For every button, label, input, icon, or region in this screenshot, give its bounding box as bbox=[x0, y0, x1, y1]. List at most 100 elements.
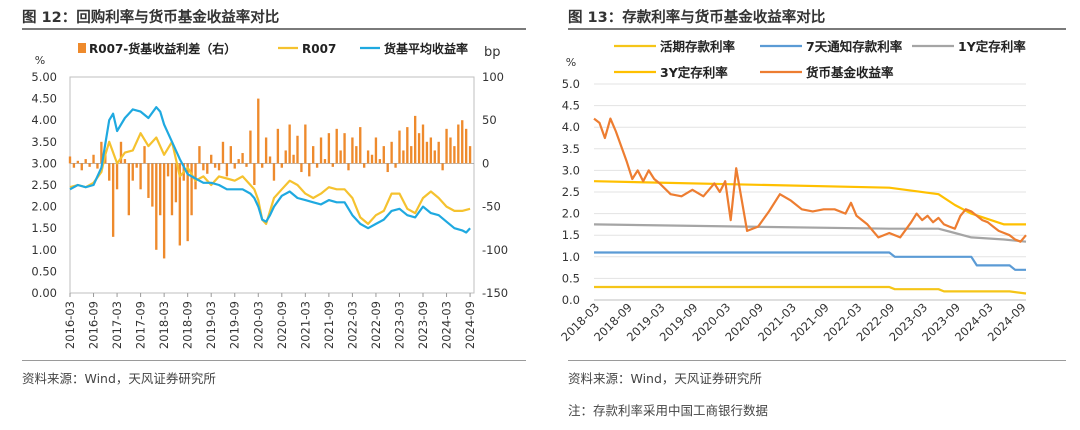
y-tick-label: 3.0 bbox=[562, 163, 580, 177]
y-tick-label: 0.5 bbox=[562, 271, 580, 285]
x-tick-label: 2022-03 bbox=[345, 301, 359, 349]
x-tick-label: 2022-09 bbox=[369, 301, 383, 349]
y-tick-label: 1.5 bbox=[562, 228, 580, 242]
legend-demand-deposit-label: 活期存款利率 bbox=[660, 39, 736, 54]
x-tick-label: 2019-09 bbox=[228, 301, 242, 349]
x-tick-label: 2021-09 bbox=[322, 301, 336, 349]
spread-bar bbox=[453, 146, 456, 164]
spread-bar bbox=[429, 137, 433, 164]
spread-bar bbox=[327, 133, 331, 164]
source-rule bbox=[568, 360, 1066, 361]
spread-bar bbox=[437, 141, 440, 164]
spread-bar bbox=[280, 163, 283, 168]
spread-bar bbox=[406, 127, 409, 164]
left-axis-unit: % bbox=[566, 56, 576, 69]
spread-bar bbox=[88, 163, 91, 167]
spread-bar bbox=[355, 146, 358, 164]
spread-bar bbox=[402, 150, 405, 164]
spread-bar bbox=[343, 133, 346, 164]
spread-bar bbox=[92, 154, 95, 164]
spread-bar bbox=[119, 141, 123, 164]
one-year-deposit-line bbox=[593, 223, 1027, 243]
x-tick-label: 2018-03 bbox=[157, 301, 171, 349]
y2-tick-label: 0 bbox=[482, 156, 489, 170]
title-rule bbox=[22, 28, 526, 30]
x-tick-label: 2016-03 bbox=[63, 301, 77, 349]
spread-bar bbox=[421, 124, 425, 164]
spread-bar bbox=[186, 163, 189, 242]
spread-bar bbox=[135, 163, 138, 168]
legend-spread-label: R007-货基收益利差（右） bbox=[89, 41, 236, 56]
spread-bar bbox=[398, 130, 401, 164]
spread-bar bbox=[276, 128, 280, 164]
spread-bar bbox=[76, 160, 80, 164]
figure-12-title: 图 12：回购利率与货币基金收益率对比 bbox=[22, 10, 280, 26]
y-tick-label: 5.0 bbox=[562, 77, 580, 91]
spread-bar bbox=[261, 163, 264, 168]
spread-bar bbox=[445, 128, 448, 164]
y-tick-label: 2.00 bbox=[31, 200, 57, 214]
spread-bar bbox=[312, 146, 315, 164]
spread-bar bbox=[441, 163, 444, 171]
spread-bar bbox=[131, 163, 134, 181]
spread-bar bbox=[80, 163, 83, 171]
spread-bar bbox=[170, 163, 174, 216]
spread-bar bbox=[115, 163, 119, 190]
spread-bar bbox=[166, 163, 170, 177]
spread-bar bbox=[366, 150, 370, 164]
x-tick-label: 2024-03 bbox=[440, 301, 454, 349]
left-axis-unit: % bbox=[35, 54, 45, 67]
y-tick-label: 5.00 bbox=[31, 70, 57, 84]
y-tick-label: 0.00 bbox=[31, 286, 57, 300]
spread-bar bbox=[233, 163, 236, 169]
y2-tick-label: 100 bbox=[482, 70, 504, 84]
y2-tick-label: -150 bbox=[482, 286, 508, 300]
spread-bar bbox=[417, 133, 421, 164]
figure-12-panel: 图 12：回购利率与货币基金收益率对比 % bp 0.00 0.50 1.00 1.50 2… bbox=[22, 10, 526, 386]
spread-bar bbox=[304, 124, 307, 164]
spread-bar bbox=[221, 141, 225, 164]
spread-bar bbox=[213, 163, 217, 168]
spread-bar bbox=[151, 163, 154, 207]
figure-13-title: 图 13：存款利率与货币基金收益率对比 bbox=[568, 10, 826, 26]
spread-bar bbox=[296, 135, 299, 164]
spread-bar bbox=[100, 141, 103, 164]
x-tick-label: 2018-09 bbox=[181, 301, 195, 349]
spread-bar bbox=[217, 163, 221, 171]
spread-bar bbox=[190, 163, 193, 216]
right-axis-unit: bp bbox=[484, 45, 501, 60]
y-tick-label: 1.00 bbox=[31, 243, 57, 257]
spread-bar bbox=[159, 163, 162, 216]
spread-bar bbox=[319, 137, 323, 164]
x-tick-label: 2020-03 bbox=[251, 301, 265, 349]
legend-mmf-yield-label: 货基平均收益率 bbox=[384, 41, 468, 56]
x-tick-label: 2023-03 bbox=[392, 301, 406, 349]
spread-bar bbox=[253, 163, 256, 185]
x-tick-label: 2021-03 bbox=[298, 301, 312, 349]
spread-bar bbox=[174, 163, 178, 203]
y2-tick-label: 50 bbox=[482, 113, 497, 127]
spread-bar bbox=[331, 163, 334, 167]
mmf-yield-line bbox=[593, 117, 1027, 243]
spread-bar bbox=[449, 137, 452, 164]
x-tick-label: 2020-09 bbox=[275, 301, 289, 349]
spread-bar bbox=[245, 163, 248, 167]
y-tick-label: 4.5 bbox=[562, 99, 580, 113]
y-tick-label: 1.50 bbox=[31, 221, 57, 235]
spread-bar bbox=[374, 137, 378, 164]
spread-bar bbox=[370, 154, 374, 164]
spread-bar bbox=[72, 163, 76, 168]
spread-bar bbox=[96, 163, 99, 169]
spread-bar bbox=[249, 130, 252, 164]
spread-bar bbox=[461, 120, 464, 164]
spread-bar bbox=[68, 156, 72, 164]
spread-bar bbox=[464, 128, 468, 164]
y2-tick-label: -100 bbox=[482, 243, 508, 257]
spread-bar bbox=[272, 163, 276, 181]
y-tick-label: 4.00 bbox=[31, 113, 57, 127]
spread-bar bbox=[123, 159, 127, 164]
spread-bar bbox=[410, 146, 413, 164]
y-tick-label: 2.50 bbox=[31, 178, 57, 192]
legend-three-year-deposit-label: 3Y定存利率 bbox=[660, 65, 728, 80]
y-tick-label: 2.0 bbox=[562, 207, 580, 221]
